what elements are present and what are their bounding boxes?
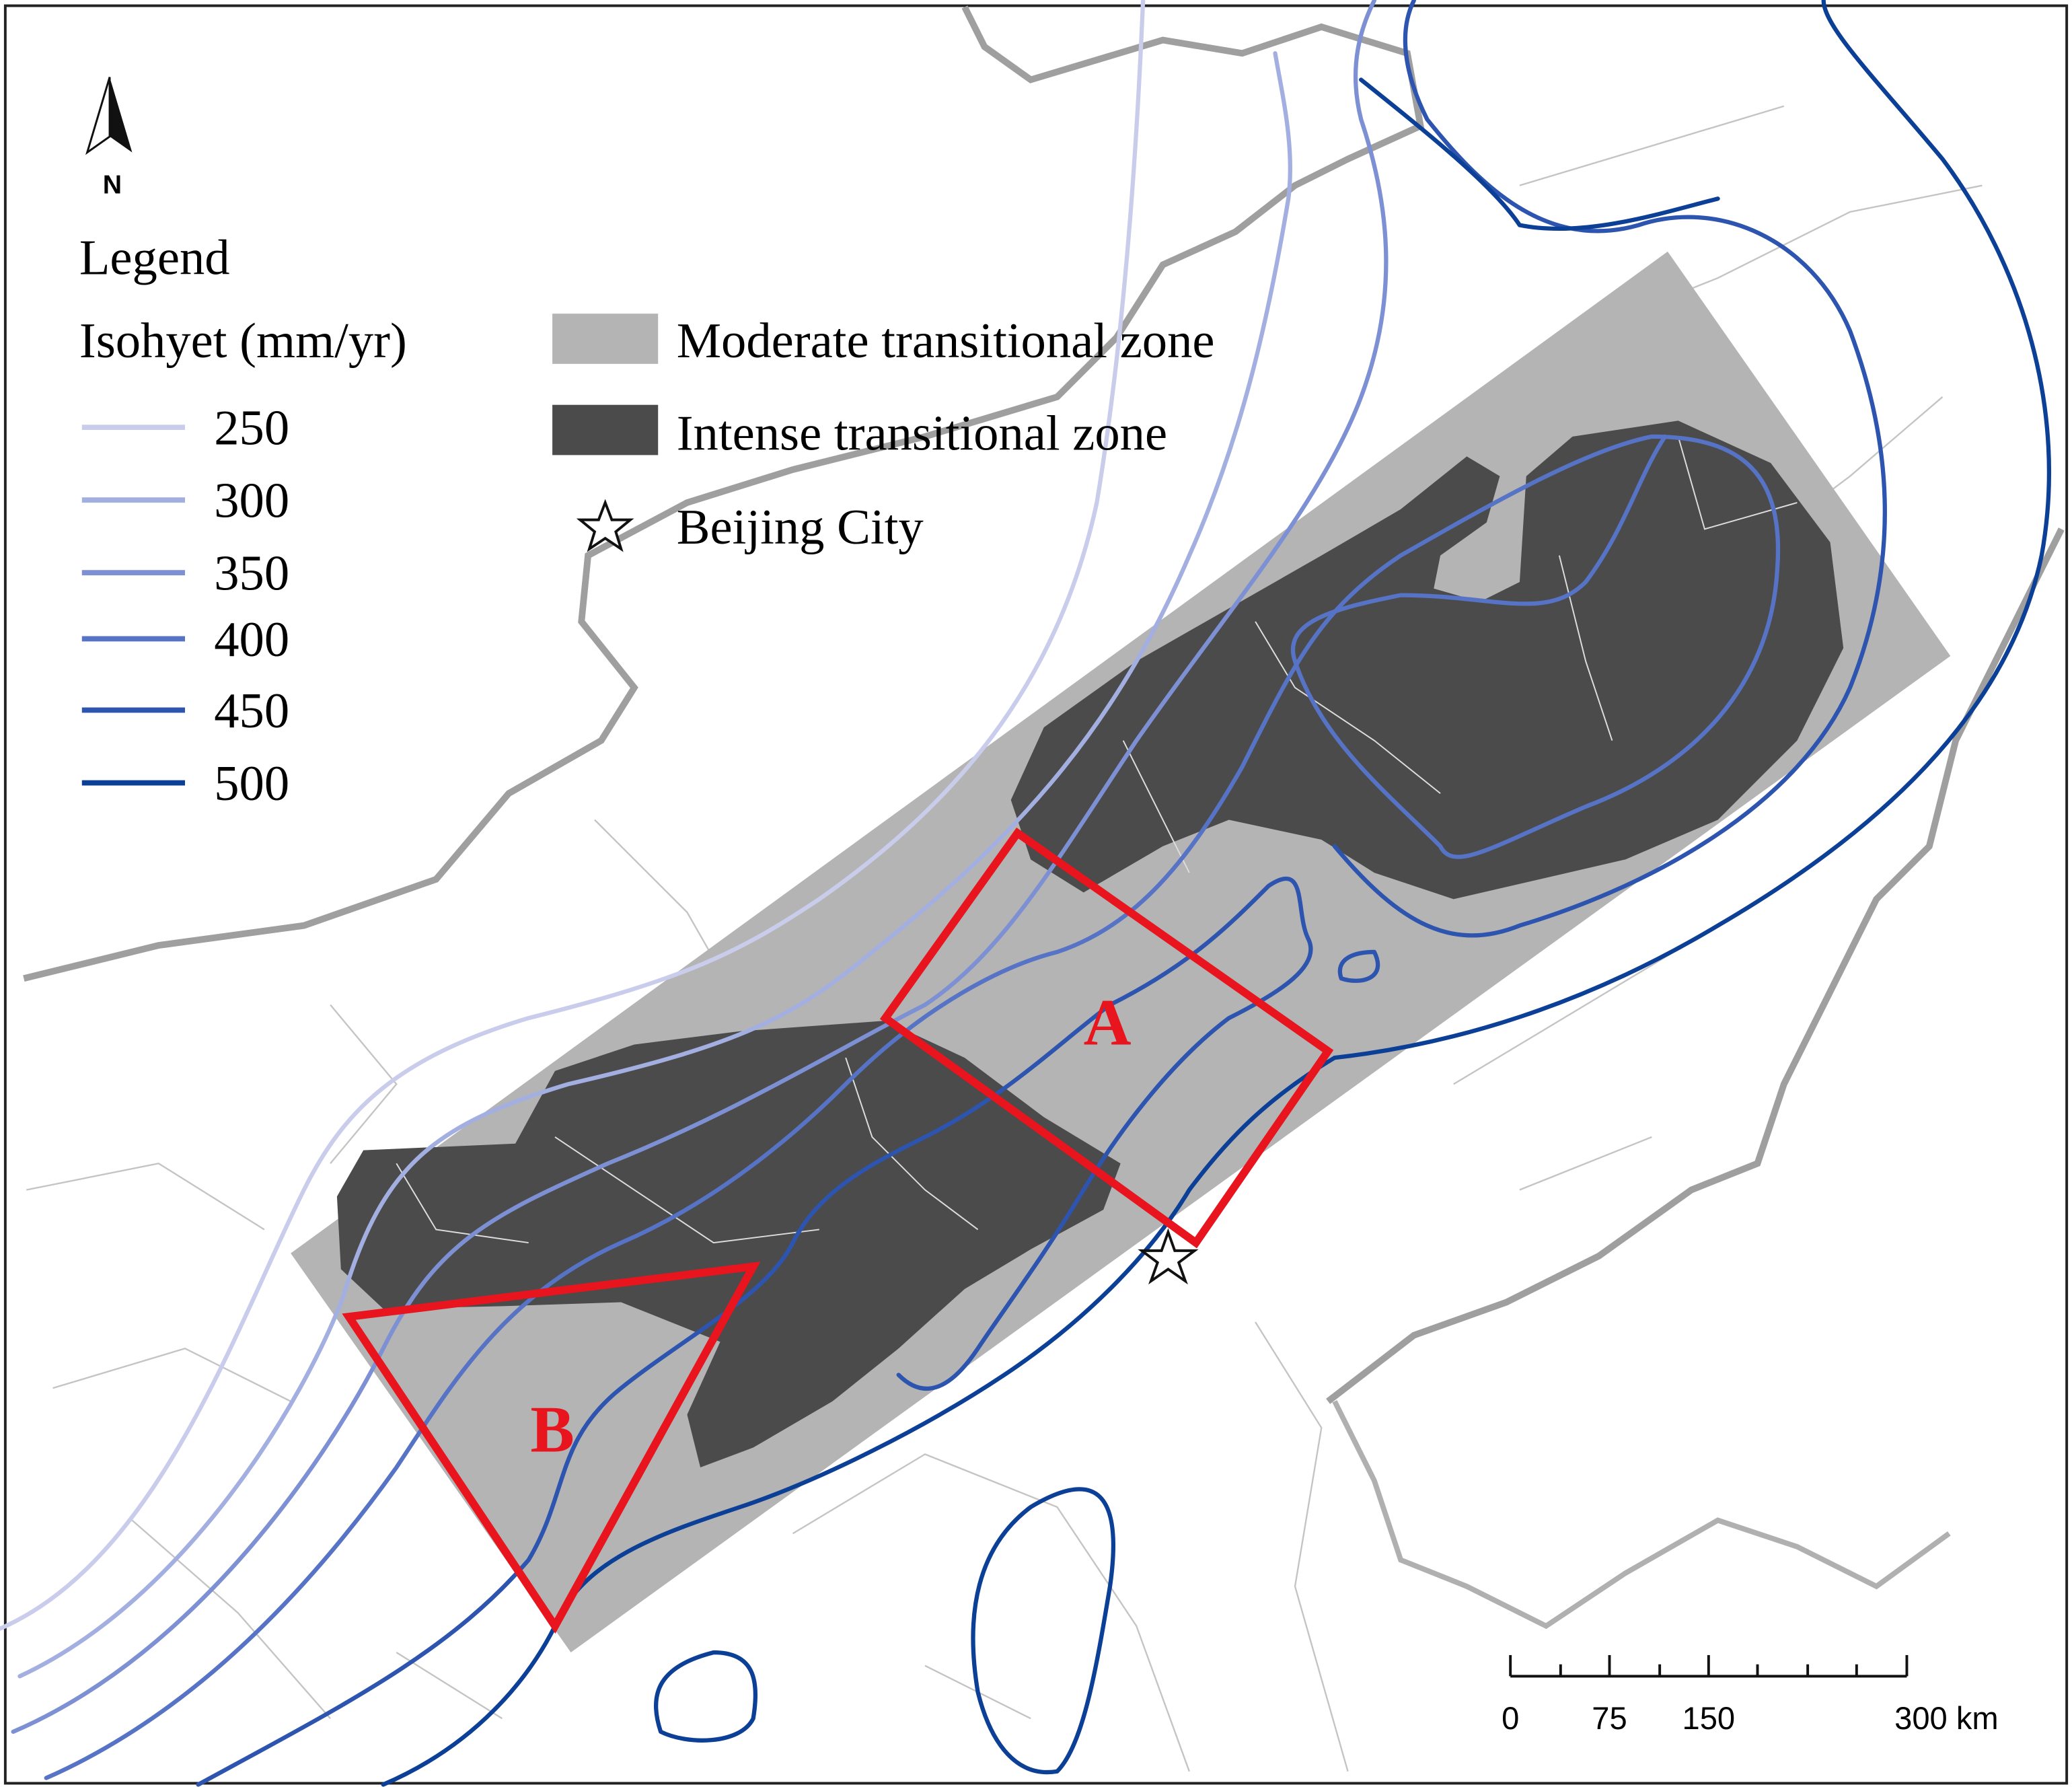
legend-label: Intense transitional zone (677, 406, 1167, 462)
isohyet (0, 0, 1146, 1631)
intense-zone (1010, 421, 1844, 900)
region-label: B (530, 1393, 575, 1466)
north-arrow-half (85, 77, 111, 155)
isohyet-legend: 250 300 350 400 450 500 (81, 400, 289, 811)
intense-zone (336, 1021, 1121, 1468)
legend-subtitle: Isohyet (mm/yr) (79, 313, 407, 369)
intense-zones (336, 421, 1844, 1468)
legend-title: Legend (79, 229, 230, 285)
legend-label: Moderate transitional zone (677, 313, 1215, 369)
scale-label: 150 (1682, 1700, 1736, 1736)
isohyet (44, 434, 1781, 1780)
legend-star (576, 499, 634, 552)
legend-value: 350 (214, 546, 289, 601)
legend-value: 450 (214, 683, 289, 739)
scale-label: 300 km (1894, 1700, 1999, 1736)
zone-swatch (552, 314, 659, 364)
coastline (1332, 1400, 1951, 1630)
zone-internal-borders (396, 436, 1798, 1244)
country-border (23, 5, 1425, 982)
scale-label: 0 (1502, 1700, 1519, 1736)
legend-value: 400 (214, 612, 289, 667)
legend-value: 250 (214, 400, 289, 456)
coastline (1326, 527, 2065, 1404)
north-label: N (103, 170, 122, 199)
legend-label: Beijing City (677, 499, 924, 555)
beijing-star (1138, 1228, 1199, 1285)
legend-value: 500 (214, 756, 289, 811)
scale-label: 75 (1592, 1700, 1627, 1736)
isohyet (17, 51, 1292, 1679)
region-b-triangle (342, 1262, 761, 1634)
isohyet (11, 0, 1389, 1735)
zone-swatch (552, 404, 659, 455)
borders (23, 5, 2065, 1772)
region-label: A (1084, 986, 1132, 1059)
region-a-box (879, 827, 1334, 1249)
legend-value: 300 (214, 473, 289, 529)
scale-bar (1509, 1654, 1909, 1678)
isohyet (381, 0, 2052, 1787)
